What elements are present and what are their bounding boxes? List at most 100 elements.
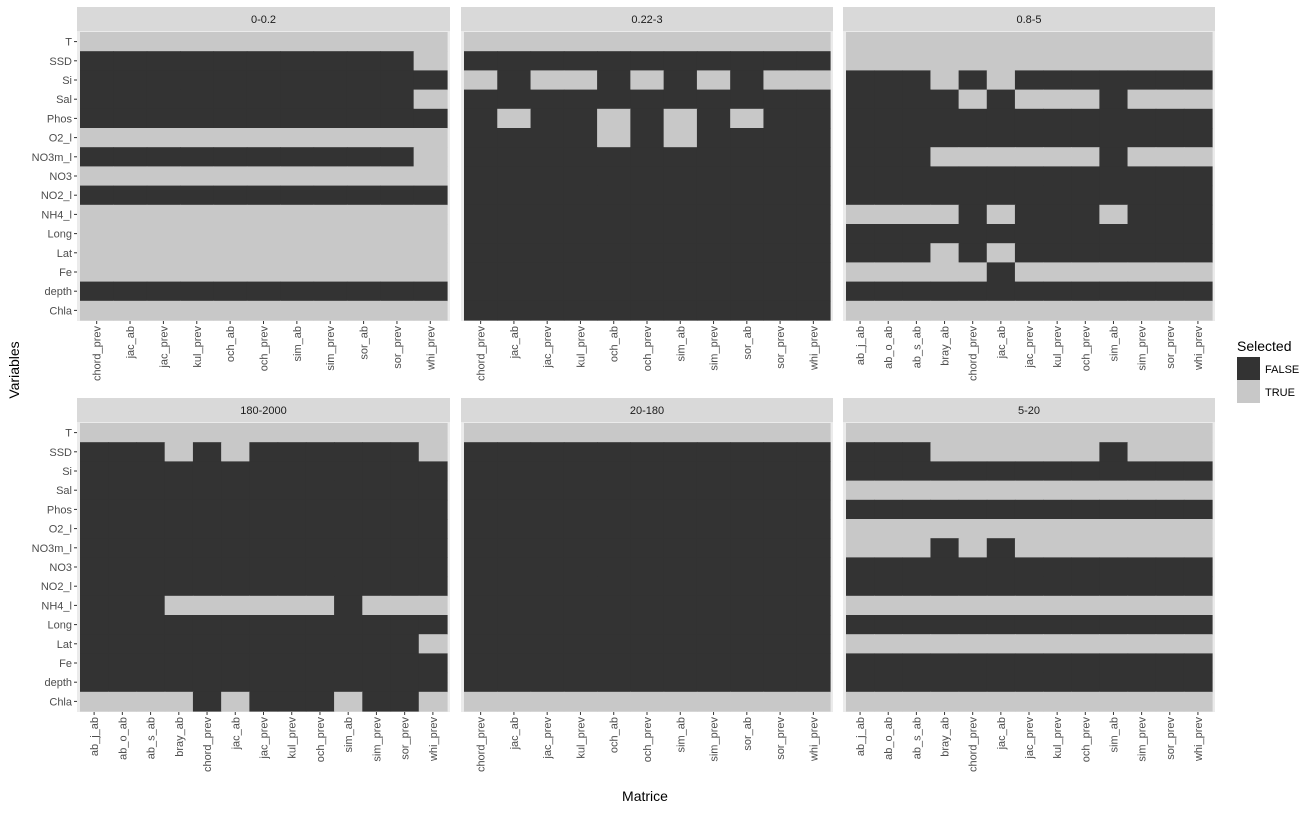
heatmap-tile bbox=[902, 300, 932, 321]
heatmap-tile bbox=[192, 691, 222, 712]
heatmap-tile bbox=[1183, 519, 1213, 539]
heatmap-tile bbox=[563, 243, 598, 263]
heatmap-tile bbox=[930, 224, 960, 244]
heatmap-tile bbox=[930, 653, 960, 674]
heatmap-tile bbox=[763, 108, 798, 129]
x-tick-label: ab_o_ab bbox=[883, 326, 895, 369]
heatmap-tile bbox=[418, 461, 448, 482]
heatmap-tile bbox=[1155, 538, 1185, 558]
heatmap-tile bbox=[464, 51, 498, 71]
heatmap-tile bbox=[380, 89, 415, 110]
heatmap-tile bbox=[958, 557, 988, 578]
heatmap-tile bbox=[902, 557, 932, 578]
heatmap-tile bbox=[986, 442, 1016, 462]
heatmap-tile bbox=[334, 576, 363, 597]
y-tick-label: NO3 bbox=[49, 171, 72, 183]
heatmap-tile bbox=[246, 281, 281, 302]
heatmap-tile bbox=[1071, 576, 1100, 597]
x-tick-label: ab_o_ab bbox=[117, 717, 129, 760]
heatmap-tile bbox=[846, 634, 875, 654]
heatmap-tile bbox=[362, 653, 392, 674]
heatmap-tile bbox=[630, 185, 665, 206]
heatmap-tile bbox=[305, 595, 335, 616]
x-tick-label: och_ab bbox=[225, 326, 237, 362]
heatmap-tile bbox=[221, 442, 250, 462]
heatmap-tile bbox=[1155, 281, 1185, 302]
heatmap-tile bbox=[563, 442, 598, 462]
x-tick-label: sim_ab bbox=[343, 717, 355, 752]
heatmap-tile bbox=[563, 595, 598, 616]
heatmap-tile bbox=[136, 499, 166, 520]
heatmap-tile bbox=[1155, 89, 1185, 110]
heatmap-tile bbox=[696, 51, 731, 71]
facet-panel-5-20: 5-20 ab_j_ab ab_o_ab ab_s_ab bray_ab chord_pr… bbox=[843, 398, 1215, 772]
heatmap-tile bbox=[563, 224, 598, 244]
heatmap-tile bbox=[497, 461, 532, 482]
heatmap-tile bbox=[597, 691, 631, 712]
heatmap-tile bbox=[249, 480, 279, 501]
heatmap-tile bbox=[530, 691, 565, 712]
heatmap-tile bbox=[192, 480, 222, 501]
heatmap-tile bbox=[418, 519, 448, 539]
heatmap-tile bbox=[136, 480, 166, 501]
heatmap-tile bbox=[696, 32, 731, 52]
heatmap-tile bbox=[390, 653, 420, 674]
x-tick-label: jac_prev bbox=[1024, 717, 1036, 760]
heatmap-tile bbox=[874, 204, 903, 225]
heatmap-tile bbox=[663, 243, 698, 263]
heatmap-tile bbox=[1099, 595, 1129, 616]
heatmap-tile bbox=[464, 70, 498, 91]
heatmap-tile bbox=[958, 653, 988, 674]
heatmap-tile bbox=[418, 442, 448, 462]
heatmap-tile bbox=[1099, 615, 1129, 635]
heatmap-tile bbox=[930, 243, 960, 263]
heatmap-tile bbox=[113, 300, 148, 321]
heatmap-tile bbox=[413, 262, 448, 283]
heatmap-tile bbox=[874, 499, 903, 520]
heatmap-tile bbox=[362, 423, 392, 443]
heatmap-tile bbox=[497, 147, 532, 167]
x-tick-label: och_ab bbox=[609, 717, 621, 753]
heatmap-tile bbox=[108, 615, 138, 635]
heatmap-tile bbox=[464, 499, 498, 520]
y-tick-label: Sal bbox=[56, 485, 72, 497]
heatmap-tile bbox=[213, 70, 248, 91]
heatmap-tile bbox=[280, 70, 315, 91]
heatmap-tile bbox=[730, 615, 765, 635]
heatmap-tile bbox=[958, 499, 988, 520]
heatmap-tile bbox=[80, 615, 109, 635]
heatmap-tile bbox=[630, 147, 665, 167]
heatmap-tile bbox=[763, 461, 798, 482]
heatmap-tile bbox=[146, 185, 181, 206]
heatmap-tile bbox=[563, 204, 598, 225]
heatmap-tile bbox=[1127, 281, 1157, 302]
heatmap-tile bbox=[846, 166, 875, 187]
heatmap-tile bbox=[246, 108, 281, 129]
heatmap-tile bbox=[305, 576, 335, 597]
heatmap-tile bbox=[902, 128, 932, 148]
heatmap-tile bbox=[1071, 615, 1100, 635]
heatmap-tile bbox=[413, 51, 448, 71]
heatmap-tile bbox=[663, 51, 698, 71]
heatmap-tile bbox=[362, 519, 392, 539]
heatmap-tile bbox=[497, 442, 532, 462]
heatmap-tile bbox=[192, 499, 222, 520]
heatmap-tile bbox=[246, 224, 281, 244]
heatmap-tile bbox=[164, 461, 194, 482]
heatmap-tile bbox=[80, 595, 109, 616]
heatmap-tile bbox=[796, 70, 831, 91]
heatmap-tile bbox=[180, 185, 215, 206]
heatmap-tile bbox=[108, 538, 138, 558]
heatmap-tile bbox=[902, 166, 932, 187]
heatmap-tile bbox=[663, 423, 698, 443]
facet-strip bbox=[843, 398, 1215, 422]
heatmap-tile bbox=[930, 281, 960, 302]
heatmap-tile bbox=[1014, 243, 1044, 263]
heatmap-tile bbox=[80, 70, 114, 91]
heatmap-tile bbox=[80, 519, 109, 539]
heatmap-tile bbox=[986, 51, 1016, 71]
heatmap-tile bbox=[305, 538, 335, 558]
heatmap-tile bbox=[902, 499, 932, 520]
heatmap-tile bbox=[1155, 423, 1185, 443]
x-tick-label: bray_ab bbox=[174, 717, 186, 757]
